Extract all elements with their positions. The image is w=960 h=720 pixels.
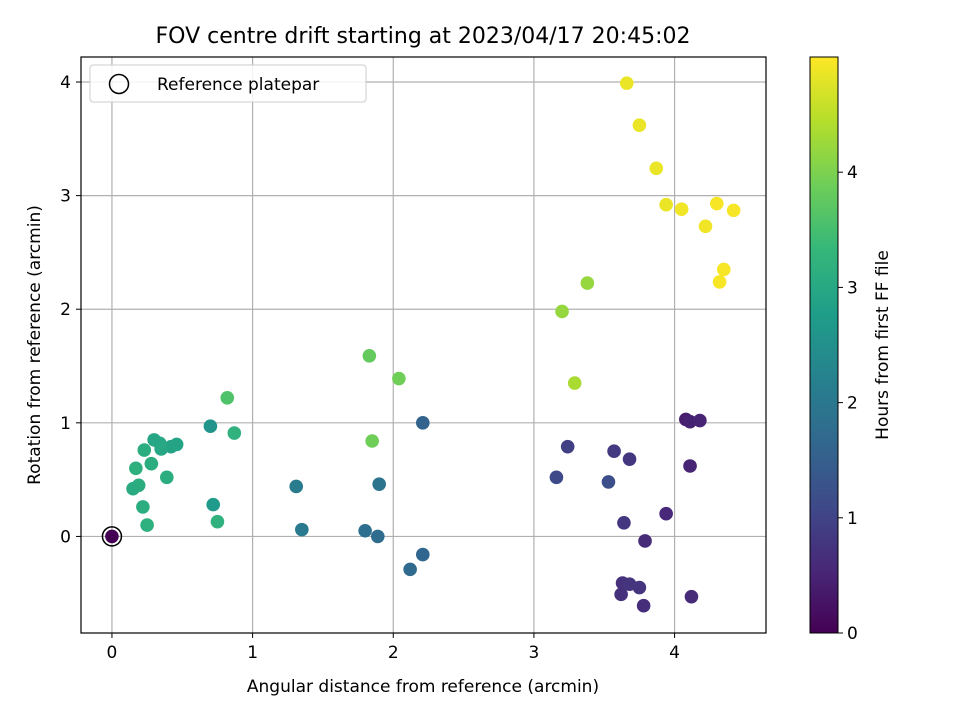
data-point <box>567 376 582 390</box>
data-point <box>683 459 697 473</box>
y-tick-label: 3 <box>60 187 71 207</box>
data-point <box>712 275 727 289</box>
data-point <box>362 348 377 363</box>
data-point <box>372 477 386 491</box>
colorbar-tick-label: 4 <box>847 163 858 183</box>
reference-marker <box>101 526 123 547</box>
colorbar-tick-label: 0 <box>847 624 858 644</box>
data-point <box>684 589 699 604</box>
colorbar-title: Hours from first FF file <box>873 250 893 440</box>
data-point <box>617 515 631 530</box>
data-point <box>136 500 150 514</box>
data-point <box>206 497 221 512</box>
y-axis: 0 1 2 3 4 <box>60 73 81 547</box>
data-point <box>140 518 154 532</box>
legend-label-reference: Reference platepar <box>157 75 319 95</box>
data-point <box>415 547 430 562</box>
data-point <box>370 529 385 544</box>
x-axis: 0 1 2 3 4 <box>107 633 680 663</box>
data-point <box>210 514 225 529</box>
colorbar-ticks: 0 1 2 3 4 <box>838 163 858 644</box>
legend-reference-marker <box>108 73 130 95</box>
data-point <box>560 439 575 454</box>
data-point <box>674 202 689 217</box>
data-point <box>555 304 569 319</box>
data-point <box>403 562 417 577</box>
x-tick-label: 1 <box>247 643 258 663</box>
data-point <box>137 443 152 457</box>
x-tick-label: 2 <box>388 643 399 663</box>
data-point <box>392 371 406 386</box>
plot-frame <box>80 56 767 634</box>
data-point <box>203 419 218 434</box>
colorbar-tick-label: 2 <box>847 394 858 414</box>
data-point <box>358 523 372 538</box>
data-point <box>580 276 595 290</box>
data-point <box>601 475 616 489</box>
data-point <box>632 118 647 132</box>
colorbar: 0 1 2 3 4 Hours from first FF file <box>809 56 893 644</box>
data-point <box>220 391 235 405</box>
data-point <box>607 444 621 459</box>
data-point <box>717 262 731 277</box>
legend: Reference platepar <box>89 64 367 103</box>
data-point <box>683 414 697 429</box>
legend-box <box>89 64 367 103</box>
data-point <box>698 219 713 234</box>
data-point <box>659 197 673 212</box>
data-point <box>693 413 707 428</box>
data-point <box>549 470 564 485</box>
data-point <box>649 161 664 176</box>
data-point <box>147 433 161 447</box>
y-axis-title: Rotation from reference (arcmin) <box>25 205 45 485</box>
data-point <box>289 479 304 494</box>
y-tick-label: 1 <box>60 414 71 434</box>
data-point <box>632 580 647 595</box>
x-tick-label: 0 <box>107 643 118 663</box>
colorbar-gradient <box>810 57 838 633</box>
data-point <box>105 529 119 544</box>
data-point <box>415 416 430 430</box>
data-point <box>636 598 651 613</box>
x-tick-label: 3 <box>529 643 540 663</box>
data-point <box>160 470 174 485</box>
data-point <box>295 522 309 537</box>
y-tick-label: 2 <box>60 300 71 320</box>
data-point <box>619 76 634 90</box>
data-point <box>129 461 143 476</box>
data-point <box>614 587 628 602</box>
data-point <box>659 506 673 521</box>
data-point <box>227 426 242 440</box>
data-points <box>101 76 741 613</box>
colorbar-tick-label: 1 <box>847 509 858 529</box>
grid-lines <box>81 57 766 633</box>
y-tick-label: 4 <box>60 73 71 93</box>
data-point <box>726 203 741 218</box>
x-axis-title: Angular distance from reference (arcmin) <box>247 677 599 697</box>
data-point <box>622 452 637 466</box>
data-point <box>144 456 159 471</box>
colorbar-tick-label: 3 <box>847 278 858 298</box>
data-point <box>365 434 379 448</box>
colorbar-frame <box>809 56 839 634</box>
x-tick-label: 4 <box>669 643 680 663</box>
y-tick-label: 0 <box>60 527 71 547</box>
data-point <box>709 196 724 211</box>
data-point <box>638 534 652 548</box>
data-point <box>126 481 140 496</box>
chart-title: FOV centre drift starting at 2023/04/17 … <box>156 24 691 49</box>
